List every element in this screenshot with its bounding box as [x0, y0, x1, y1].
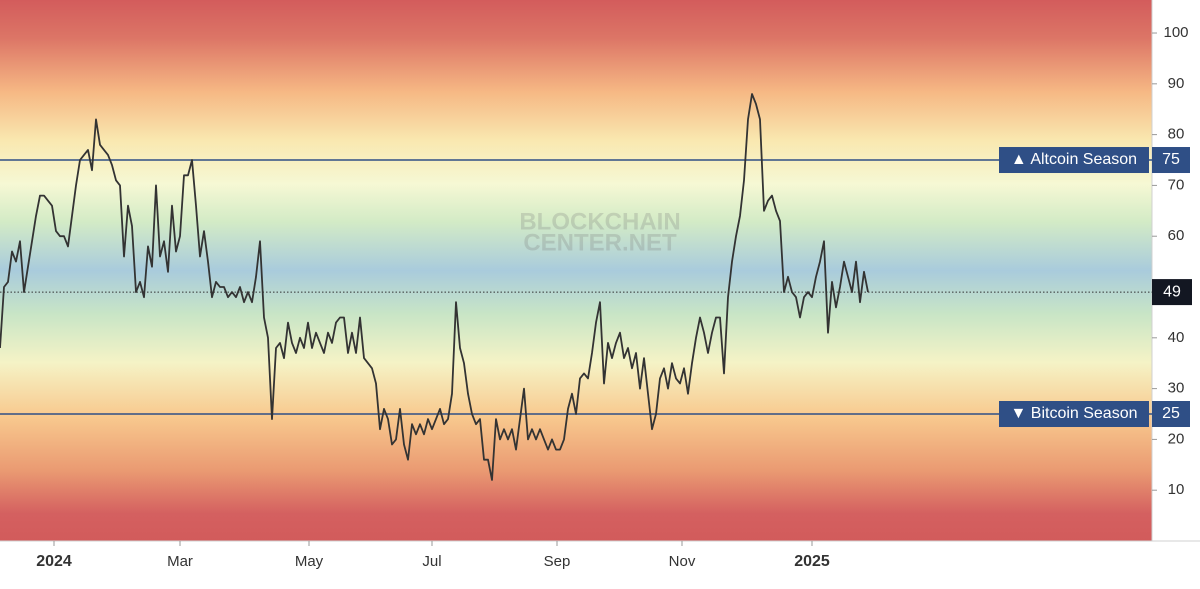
- x-tick-label: Jul: [422, 553, 441, 570]
- plot-background: [0, 0, 1152, 541]
- y-tick-label: 100: [1163, 24, 1188, 41]
- reference-value-box: [1152, 401, 1190, 428]
- reference-label: ▲ Altcoin Season: [1011, 151, 1137, 168]
- reference-value-box: [1152, 147, 1190, 174]
- reference-label: ▼ Bitcoin Season: [1010, 405, 1137, 422]
- reference-label-box: [999, 147, 1149, 174]
- y-tick-label: 20: [1168, 430, 1185, 447]
- x-tick-label: Nov: [669, 553, 696, 570]
- y-tick-label: 90: [1168, 75, 1185, 92]
- reference-value: 75: [1162, 151, 1180, 168]
- y-tick-label: 80: [1168, 126, 1185, 143]
- x-tick-label: 2024: [36, 553, 72, 570]
- x-tick-label: 2025: [794, 553, 830, 570]
- x-tick-label: May: [295, 553, 324, 570]
- y-tick-label: 10: [1168, 481, 1185, 498]
- y-tick-label: 60: [1168, 227, 1185, 244]
- y-tick-label: 70: [1168, 176, 1185, 193]
- watermark: CENTER.NET: [523, 229, 677, 256]
- watermark: BLOCKCHAIN: [519, 208, 680, 235]
- y-tick-label: 30: [1168, 380, 1185, 397]
- y-tick-label: 40: [1168, 329, 1185, 346]
- x-tick-label: Sep: [544, 553, 571, 570]
- last-value-label: 49: [1163, 283, 1181, 300]
- reference-label-box: [999, 401, 1149, 428]
- series-line: [0, 93, 869, 481]
- reference-value: 25: [1162, 405, 1180, 422]
- last-value-box: [1152, 279, 1192, 306]
- x-tick-label: Mar: [167, 553, 193, 570]
